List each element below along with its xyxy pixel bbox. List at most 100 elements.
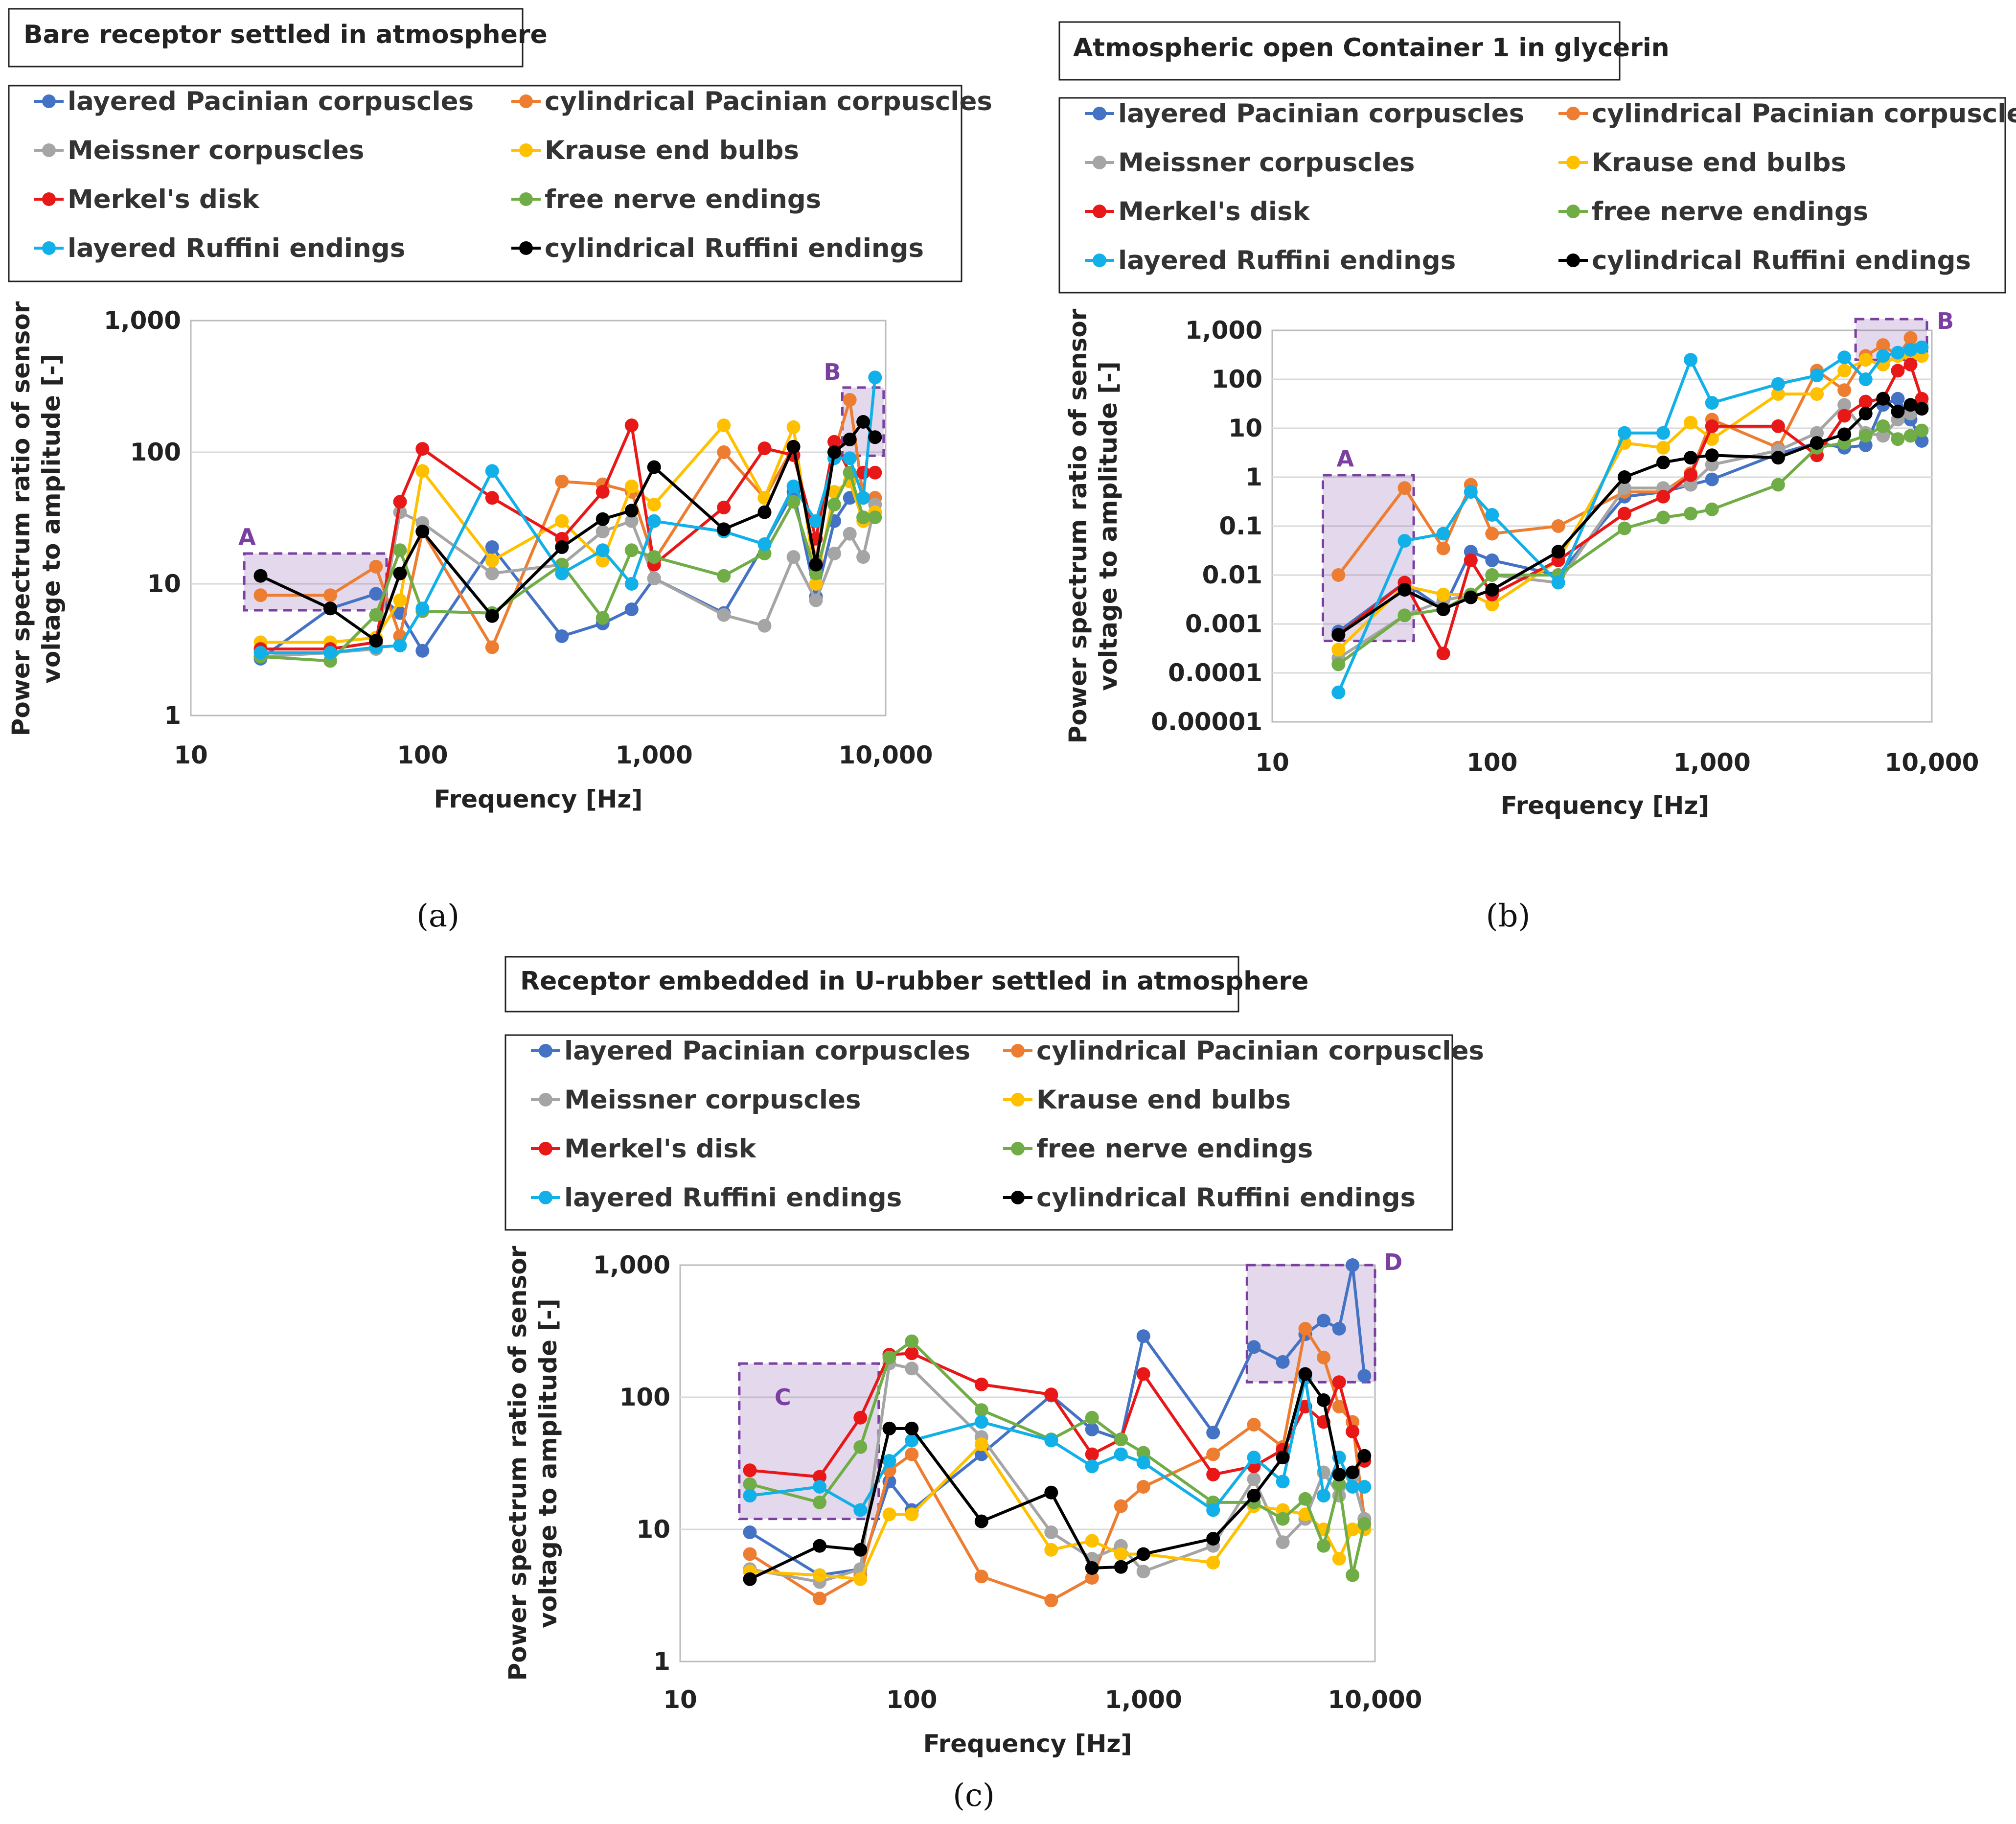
y-tick-label: 100 <box>130 438 181 466</box>
data-point-cylindrical-pacinian-corpuscles <box>253 588 268 602</box>
panel-label-c: (c) <box>953 1778 995 1814</box>
legend: layered Pacinian corpuscles cylindrical P… <box>1085 99 2016 276</box>
legend-label-meissner-corpuscles: Meissner corpuscles <box>1118 148 1415 178</box>
data-point-cylindrical-ruffini-endings <box>1206 1532 1220 1546</box>
x-tick-label: 100 <box>886 1685 937 1714</box>
data-point-layered-pacinian-corpuscles <box>369 587 383 601</box>
y-axis-title-line1: Power spectrum ratio of sensor <box>504 1246 532 1681</box>
data-point-cylindrical-ruffini-endings <box>1114 1560 1128 1574</box>
legend-label-krause-end-bulbs: Krause end bulbs <box>545 136 799 165</box>
data-point-free-nerve-endings <box>624 543 639 557</box>
y-tick-label: 0.01 <box>1202 561 1262 589</box>
data-point-free-nerve-endings <box>1298 1492 1312 1506</box>
data-point-free-nerve-endings <box>743 1477 757 1491</box>
data-point-cylindrical-ruffini-endings <box>1317 1393 1330 1407</box>
series-line-free-nerve-endings <box>749 1339 1366 1577</box>
gridlines <box>680 1396 1375 1530</box>
x-tick-label: 1,000 <box>616 741 693 769</box>
x-tick-label: 1,000 <box>1105 1685 1182 1714</box>
data-point-merkel-s-disk <box>1915 392 1929 406</box>
legend-marker-meissner-corpuscles <box>42 143 56 157</box>
data-point-cylindrical-pacinian-corpuscles <box>717 445 731 459</box>
data-point-cylindrical-ruffini-endings <box>1464 590 1478 604</box>
data-point-merkel-s-disk <box>827 435 841 449</box>
data-point-merkel-s-disk <box>1837 409 1852 423</box>
data-point-meissner-corpuscles <box>647 571 661 585</box>
region-label-a: A <box>238 524 256 550</box>
legend-box <box>504 1034 1453 1231</box>
data-point-free-nerve-endings <box>856 510 871 525</box>
data-point-cylindrical-ruffini-endings <box>757 505 772 519</box>
legend-label-cylindrical-ruffini-endings: cylindrical Ruffini endings <box>1036 1183 1416 1213</box>
data-point-krause-end-bulbs <box>1332 1551 1346 1566</box>
data-point-layered-ruffini-endings <box>1136 1455 1150 1470</box>
x-tick-label: 100 <box>397 741 448 769</box>
data-point-layered-ruffini-endings <box>974 1415 988 1429</box>
data-point-merkel-s-disk <box>1684 468 1698 482</box>
data-point-free-nerve-endings <box>647 550 661 564</box>
data-point-merkel-s-disk <box>757 441 772 456</box>
legend-label-cylindrical-pacinian-corpuscles: cylindrical Pacinian corpuscles <box>545 87 992 116</box>
y-tick-label: 10 <box>147 570 181 598</box>
data-point-layered-ruffini-endings <box>1617 426 1631 440</box>
data-point-layered-ruffini-endings <box>809 514 823 528</box>
legend-label-cylindrical-pacinian-corpuscles: cylindrical Pacinian corpuscles <box>1036 1036 1484 1066</box>
data-point-cylindrical-pacinian-corpuscles <box>1317 1350 1330 1364</box>
data-point-cylindrical-ruffini-endings <box>1876 392 1890 406</box>
panel-label-b: (b) <box>1486 898 1531 934</box>
x-tick-label: 10 <box>1255 748 1289 777</box>
legend-box <box>1058 97 2006 294</box>
data-point-krause-end-bulbs <box>1436 587 1450 601</box>
data-point-cylindrical-ruffini-endings <box>1436 602 1450 616</box>
data-point-cylindrical-ruffini-endings <box>1684 451 1698 465</box>
data-point-layered-pacinian-corpuscles <box>1485 553 1499 567</box>
data-point-free-nerve-endings <box>1276 1512 1290 1526</box>
data-point-cylindrical-pacinian-corpuscles <box>843 393 857 407</box>
y-tick-label: 0.1 <box>1219 512 1262 540</box>
data-point-free-nerve-endings <box>905 1334 919 1348</box>
data-point-layered-pacinian-corpuscles <box>1858 438 1873 452</box>
data-point-krause-end-bulbs <box>1114 1547 1128 1561</box>
data-point-merkel-s-disk <box>1705 419 1719 433</box>
data-point-layered-ruffini-endings <box>1114 1447 1128 1461</box>
legend-label-merkel-s-disk: Merkel's disk <box>1118 197 1311 227</box>
region-label-d: D <box>1384 1249 1402 1275</box>
data-point-cylindrical-ruffini-endings <box>485 609 499 623</box>
panel-c: Receptor embedded in U-rubber settled in… <box>504 956 1484 1814</box>
data-point-layered-ruffini-endings <box>1331 685 1346 699</box>
data-point-cylindrical-ruffini-endings <box>1891 404 1905 418</box>
legend-label-layered-pacinian-corpuscles: layered Pacinian corpuscles <box>68 87 474 116</box>
data-point-cylindrical-ruffini-endings <box>1397 583 1412 597</box>
data-point-free-nerve-endings <box>827 498 841 511</box>
data-point-meissner-corpuscles <box>624 514 639 528</box>
chart-title: Receptor embedded in U-rubber settled in… <box>520 967 1308 996</box>
data-point-layered-ruffini-endings <box>1705 396 1719 410</box>
x-tick-labels: 10 100 1,000 10,000 <box>174 741 933 769</box>
data-point-merkel-s-disk <box>1617 507 1631 521</box>
data-point-krause-end-bulbs <box>905 1507 919 1522</box>
data-point-layered-pacinian-corpuscles <box>1891 392 1905 406</box>
data-point-krause-end-bulbs <box>974 1437 988 1452</box>
data-point-free-nerve-endings <box>1085 1410 1099 1425</box>
data-point-cylindrical-ruffini-endings <box>1485 583 1499 597</box>
data-point-free-nerve-endings <box>1858 429 1873 443</box>
data-point-cylindrical-ruffini-endings <box>1705 448 1719 462</box>
data-point-meissner-corpuscles <box>1810 426 1824 440</box>
data-point-merkel-s-disk <box>905 1346 919 1361</box>
data-point-merkel-s-disk <box>1656 489 1670 504</box>
chart-title-box <box>1058 21 1621 81</box>
series-line-cylindrical-ruffini-endings <box>749 1372 1366 1581</box>
data-point-cylindrical-pacinian-corpuscles <box>1397 481 1412 495</box>
data-point-cylindrical-ruffini-endings <box>369 634 383 648</box>
data-point-cylindrical-ruffini-endings <box>1810 436 1824 450</box>
data-point-krause-end-bulbs <box>624 479 639 493</box>
legend-label-free-nerve-endings: free nerve endings <box>1592 197 1868 227</box>
data-point-cylindrical-ruffini-endings <box>717 522 731 536</box>
data-point-layered-ruffini-endings <box>856 491 871 505</box>
data-point-cylindrical-ruffini-endings <box>393 566 407 580</box>
data-point-layered-pacinian-corpuscles <box>1206 1426 1220 1440</box>
data-point-krause-end-bulbs <box>485 554 499 568</box>
data-point-cylindrical-ruffini-endings <box>856 415 871 429</box>
data-point-krause-end-bulbs <box>1684 416 1698 430</box>
data-point-cylindrical-pacinian-corpuscles <box>1551 519 1565 533</box>
